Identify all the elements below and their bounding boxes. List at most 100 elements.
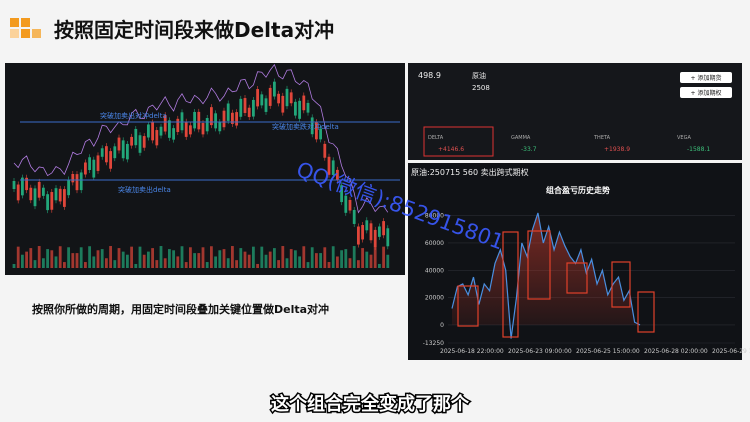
decor-candle [16, 184, 20, 201]
decor-candle [105, 146, 108, 163]
button[interactable] [680, 72, 732, 83]
x-tick-label: 2025-06-29 10:00:00 [712, 348, 750, 355]
decor-envelope [13, 63, 389, 214]
decor-volume [12, 264, 16, 268]
decor-candle [264, 98, 268, 112]
decor-volume [172, 250, 175, 268]
decor-candle [344, 195, 348, 213]
decor-volume [37, 246, 41, 268]
decor-candle [25, 177, 28, 191]
annotation: 突破加卖出delta [118, 185, 171, 194]
greek-name: THETA [593, 135, 611, 141]
decor-volume [176, 256, 180, 268]
decor-volume [285, 258, 289, 268]
decor-volume [289, 249, 293, 268]
decor-volume [126, 254, 129, 268]
decor-volume [79, 247, 83, 268]
decor-candle [151, 122, 154, 141]
button-label[interactable]: + 添加期权 [691, 89, 722, 97]
decor-candle [155, 130, 159, 146]
decor-volume [302, 246, 306, 268]
decor-volume [327, 262, 331, 268]
greek-value: -33.7 [521, 146, 537, 153]
chart-title: 组合盈亏历史走势 [546, 185, 610, 195]
decor-candle [96, 155, 100, 171]
decor-candle [281, 95, 285, 113]
product: 原油 [472, 71, 486, 80]
decor-candle [37, 181, 41, 198]
decor-candle [323, 143, 327, 158]
decor-volume [151, 248, 154, 268]
decor-candle [315, 122, 318, 140]
decor-volume [256, 263, 259, 268]
decor-candle [109, 151, 112, 169]
decor-volume [159, 246, 163, 268]
y-tick-label: 80000 [425, 213, 444, 220]
decor-volume [105, 258, 108, 268]
decor-volume [63, 262, 66, 268]
greeks: DELTA +4146.6 GAMMA -33.7 THETA +1938.9 VEGA -1… [428, 135, 710, 153]
decor-volume [247, 254, 251, 268]
decor-volume [142, 254, 146, 268]
button-label[interactable]: + 添加期货 [691, 74, 722, 82]
decor-volume [331, 246, 335, 268]
decor-candle [260, 94, 264, 106]
decor-candle [247, 107, 251, 118]
decor-candle [126, 143, 129, 160]
greek-name: GAMMA [511, 135, 531, 141]
decor-candle [63, 189, 66, 207]
decor-candle [222, 110, 226, 128]
decor-volume [239, 248, 243, 268]
decor-candle [67, 179, 70, 196]
decor-volume [344, 249, 348, 268]
greek-name: DELTA [428, 135, 444, 141]
decor-volume [130, 246, 133, 268]
greek-name: VEGA [677, 135, 691, 141]
decor-candle [205, 118, 209, 132]
decor-volume [134, 263, 138, 268]
decor-volume [243, 251, 247, 268]
button[interactable] [680, 87, 732, 98]
y-tick-label: -13250 [423, 340, 444, 347]
decor-candle [138, 135, 142, 153]
decor-volume [323, 247, 327, 268]
decor-candle [210, 107, 213, 126]
decor-candle [168, 120, 171, 138]
decor-candle [184, 121, 188, 137]
decor-candle [243, 98, 247, 113]
decor-candle [121, 140, 125, 159]
decor-candle [142, 136, 146, 148]
decor-candle [226, 103, 230, 121]
decor-candle [369, 223, 373, 241]
decor-candle [268, 87, 272, 106]
decor-candle [84, 162, 87, 175]
greek-value: +4146.6 [438, 146, 464, 153]
decor-candle [193, 111, 196, 129]
panel-heading: 原油:250715 560 卖出跨式期权 [411, 167, 529, 177]
line [451, 212, 641, 339]
decor-candle [239, 98, 243, 117]
decor-volume [189, 247, 192, 268]
decor-candle [336, 169, 339, 180]
decor-volume [365, 251, 369, 268]
decor-volume [71, 253, 75, 268]
slide-title: 按照固定时间段来做Delta对冲 [54, 18, 334, 42]
decor-volume [277, 260, 280, 268]
decor-volume [315, 253, 318, 268]
kline-panel [5, 63, 405, 275]
decor-volume [348, 258, 352, 268]
decor-candle [180, 112, 184, 131]
x-tick-label: 2025-06-25 15:00:00 [576, 348, 640, 355]
annotation: 突破加卖跌对冲delta [272, 122, 339, 131]
decor-volume [193, 253, 196, 268]
decor-volume [369, 254, 373, 268]
description: 按照你所做的周期，用固定时间段叠加关键位置做Delta对冲 [32, 302, 329, 316]
decor-volume [205, 262, 209, 268]
decor-candle [289, 92, 293, 104]
decor-candle [357, 226, 360, 245]
decor-candle [79, 172, 83, 191]
x-tick-label: 2025-06-28 02:00:00 [644, 348, 708, 355]
decor-candle [201, 123, 205, 135]
decor-candle [134, 128, 138, 146]
decor-volume [378, 263, 381, 268]
